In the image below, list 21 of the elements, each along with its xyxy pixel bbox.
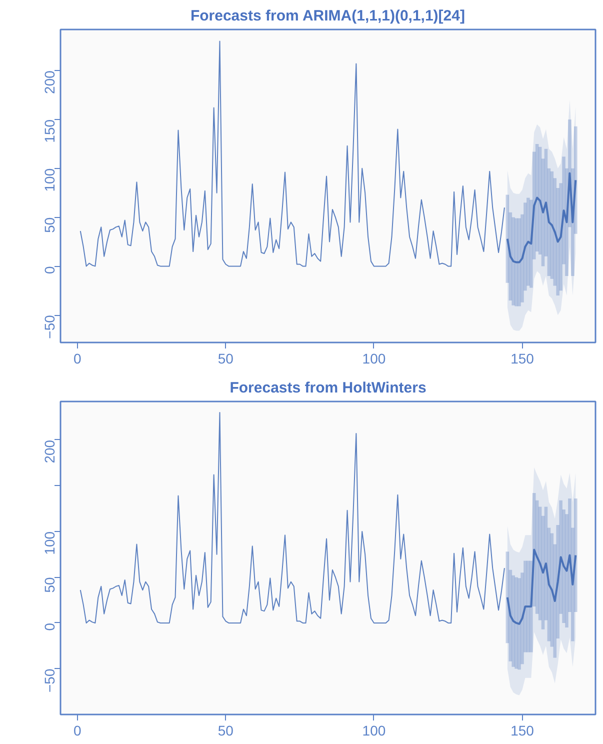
y-tick-label: −50 — [42, 314, 58, 339]
y-tick-label: 0 — [42, 266, 58, 274]
x-tick-label: 100 — [362, 722, 386, 738]
x-tick-label: 150 — [510, 350, 534, 366]
y-tick-label: 50 — [42, 217, 58, 233]
x-tick-label: 0 — [74, 722, 82, 738]
x-tick-label: 150 — [510, 722, 534, 738]
chart-title: Forecasts from ARIMA(1,1,1)(0,1,1)[24] — [190, 8, 465, 24]
y-tick-label: 100 — [42, 168, 58, 192]
y-tick-label: 200 — [42, 440, 58, 464]
y-tick-label: 100 — [42, 531, 58, 555]
y-tick-label: 0 — [42, 622, 58, 631]
x-tick-label: 50 — [218, 350, 234, 366]
y-tick-label: 50 — [42, 577, 58, 593]
x-tick-label: 100 — [362, 350, 386, 366]
x-tick-label: 0 — [74, 350, 82, 366]
x-tick-label: 50 — [218, 722, 234, 738]
y-tick-label: 200 — [42, 70, 58, 94]
y-tick-label: 150 — [42, 119, 58, 143]
y-tick-label: −50 — [42, 668, 58, 692]
chart-title: Forecasts from HoltWinters — [230, 380, 426, 396]
